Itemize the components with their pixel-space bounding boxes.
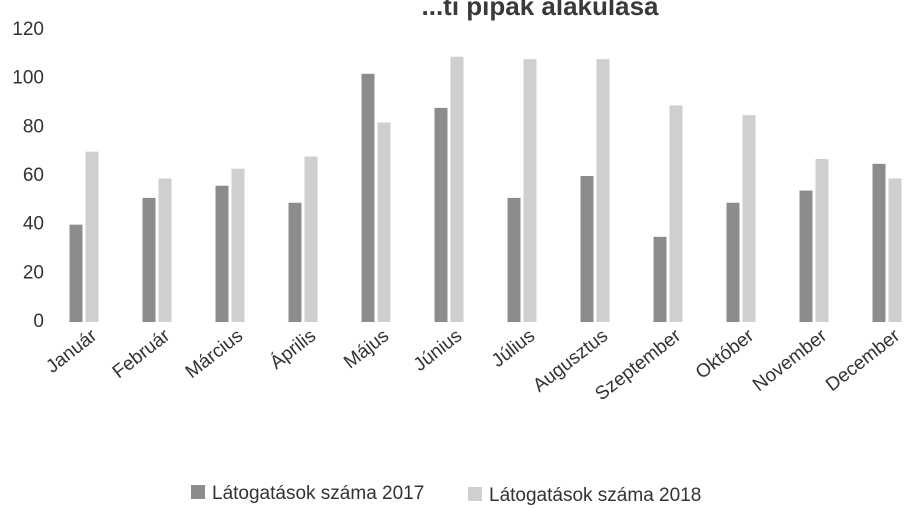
- x-tick-label: Március: [182, 325, 247, 382]
- x-tick-label: Február: [109, 325, 175, 383]
- y-tick-label: 60: [23, 165, 44, 186]
- legend-swatch-2017: [191, 485, 205, 499]
- x-axis-ticks: Január Február Március Április Május Június Jú…: [42, 325, 904, 405]
- y-tick-label: 0: [33, 311, 44, 332]
- x-tick-label: Január: [42, 325, 101, 378]
- bar-2017: [215, 185, 229, 322]
- bar-2018: [669, 105, 683, 322]
- bar-2018: [304, 156, 318, 322]
- bar-2018: [742, 115, 756, 323]
- bar-2018: [888, 178, 902, 322]
- bars: [69, 56, 902, 323]
- x-tick-label: Október: [692, 325, 759, 384]
- bar-2018: [596, 59, 610, 322]
- bar-2017: [726, 202, 740, 322]
- bar-2018: [231, 168, 245, 322]
- bar-2017: [872, 163, 886, 322]
- bar-2017: [69, 224, 83, 322]
- bar-2017: [361, 73, 375, 322]
- x-tick-label: November: [749, 325, 832, 396]
- y-axis-ticks: 0 20 40 60 80 100 120: [12, 19, 44, 332]
- y-tick-label: 40: [23, 214, 44, 235]
- bar-2018: [523, 59, 537, 322]
- y-tick-label: 80: [23, 116, 44, 137]
- y-tick-label: 20: [23, 262, 44, 283]
- bar-2017: [434, 107, 448, 322]
- bar-2018: [85, 151, 99, 322]
- legend: Látogatások száma 2017 Látogatások száma…: [191, 483, 701, 506]
- x-tick-label: Május: [340, 325, 393, 373]
- bar-2017: [288, 202, 302, 322]
- legend-label-2018: Látogatások száma 2018: [489, 485, 701, 506]
- bar-2018: [815, 158, 829, 322]
- y-tick-label: 100: [12, 68, 44, 89]
- bar-2018: [450, 56, 464, 323]
- x-tick-label: Június: [410, 325, 466, 375]
- legend-label-2017: Látogatások száma 2017: [212, 483, 424, 504]
- x-tick-label: Április: [266, 325, 320, 373]
- bar-2017: [142, 197, 156, 322]
- bar-2018: [377, 122, 391, 322]
- bar-2017: [507, 197, 521, 322]
- y-tick-label: 120: [12, 19, 44, 40]
- legend-swatch-2018: [468, 487, 482, 501]
- bar-2017: [653, 236, 667, 322]
- bar-2017: [580, 176, 594, 322]
- chart-title: ...ti pipak alakulása: [422, 0, 660, 21]
- bar-2017: [799, 190, 813, 322]
- bar-2018: [158, 178, 172, 322]
- x-tick-label: Július: [488, 325, 539, 371]
- x-tick-label: December: [822, 325, 905, 396]
